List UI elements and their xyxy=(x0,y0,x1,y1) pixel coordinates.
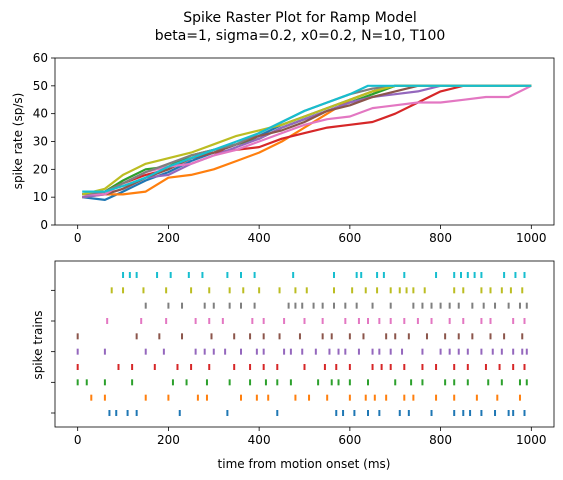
raster-y-axis-label: spike trains xyxy=(31,310,45,379)
rate-x-tick-label: 0 xyxy=(74,231,82,245)
rate-y-tick-label: 40 xyxy=(33,107,48,121)
figure-title: Spike Raster Plot for Ramp Model xyxy=(183,10,416,26)
raster-plot-frame xyxy=(54,260,555,428)
raster-x-tick-label: 0 xyxy=(74,433,82,447)
rate-y-tick-label: 30 xyxy=(33,135,48,149)
raster-spike-marks xyxy=(76,272,528,416)
raster-x-tick-label: 1000 xyxy=(516,433,547,447)
rate-y-axis-label: spike rate (sp/s) xyxy=(11,93,25,190)
raster-y-ticks xyxy=(51,289,55,414)
rate-plot-frame xyxy=(54,57,555,226)
rate-x-tick-label: 600 xyxy=(338,231,361,245)
rate-y-tick-label: 10 xyxy=(33,190,48,204)
rate-line-series-8 xyxy=(81,84,532,196)
rate-y-tick-label: 0 xyxy=(40,218,48,232)
rate-x-tick-label: 800 xyxy=(429,231,452,245)
raster-x-tick-label: 800 xyxy=(429,433,452,447)
rate-line-series-2 xyxy=(82,84,532,196)
raster-x-tick-label: 600 xyxy=(338,433,361,447)
raster-x-tick-label: 400 xyxy=(248,433,271,447)
rate-x-ticks: 0 200 400 600 800 1000 xyxy=(74,225,547,245)
rate-line-series-7 xyxy=(82,84,532,196)
rate-line-series-9 xyxy=(82,84,532,193)
rate-y-tick-label: 60 xyxy=(33,51,48,65)
raster-plot-panel: 0 200 400 600 800 1000 time from motion onset… xyxy=(31,260,555,471)
rate-y-ticks: 0 10 20 30 40 50 60 xyxy=(33,51,55,232)
figure-subtitle: beta=1, sigma=0.2, x0=0.2, N=10, T100 xyxy=(155,28,446,44)
rate-y-tick-label: 50 xyxy=(33,79,48,93)
raster-x-tick-label: 200 xyxy=(157,433,180,447)
rate-series-lines xyxy=(81,84,532,201)
rate-x-tick-label: 400 xyxy=(248,231,271,245)
rate-x-tick-label: 1000 xyxy=(516,231,547,245)
raster-x-ticks: 0 200 400 600 800 1000 xyxy=(74,427,547,447)
raster-x-axis-label: time from motion onset (ms) xyxy=(218,457,391,471)
rate-y-tick-label: 20 xyxy=(33,162,48,176)
rate-plot-panel: 0 200 400 600 800 1000 0 10 20 30 40 50 60 spike ra… xyxy=(11,51,555,245)
rate-x-tick-label: 200 xyxy=(157,231,180,245)
